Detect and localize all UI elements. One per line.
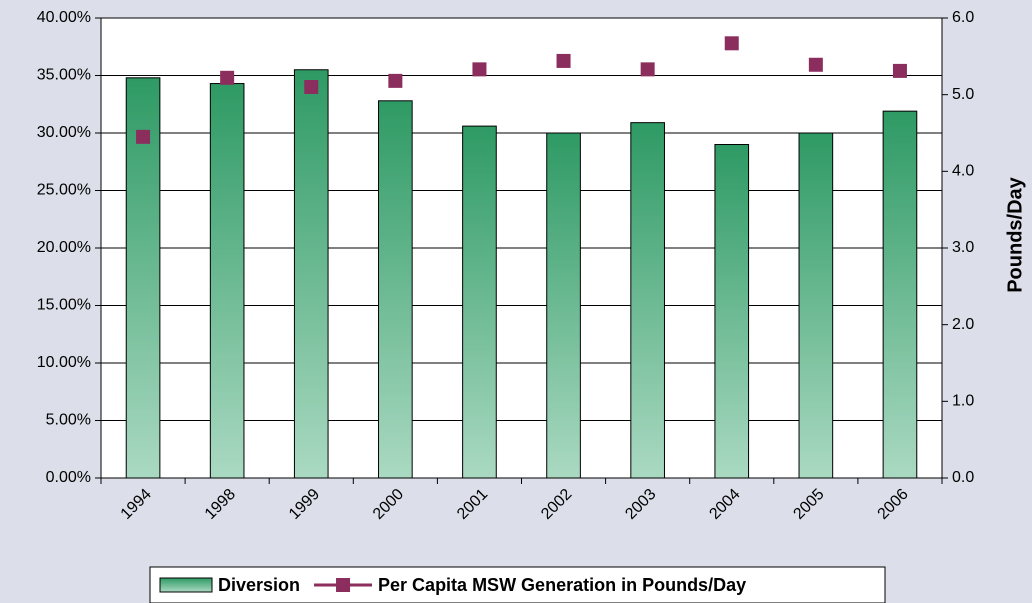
y2-tick-label: 6.0 bbox=[952, 9, 974, 26]
legend-marker bbox=[336, 578, 351, 592]
line-marker bbox=[220, 70, 235, 85]
line-marker bbox=[472, 62, 487, 77]
y-tick-label: 35.00% bbox=[37, 67, 91, 84]
y-tick-label: 5.00% bbox=[46, 412, 91, 429]
line-marker bbox=[892, 63, 907, 78]
y2-tick-label: 4.0 bbox=[952, 163, 974, 180]
bar bbox=[209, 83, 245, 479]
y-tick-label: 10.00% bbox=[37, 354, 91, 371]
y-tick-label: 15.00% bbox=[37, 297, 91, 314]
y-tick-label: 40.00% bbox=[37, 9, 91, 26]
line-marker bbox=[388, 73, 403, 88]
legend-label: Per Capita MSW Generation in Pounds/Day bbox=[378, 575, 746, 595]
bar bbox=[378, 100, 413, 479]
y2-tick-label: 2.0 bbox=[952, 316, 974, 333]
line-marker bbox=[304, 80, 319, 94]
line-marker bbox=[640, 62, 655, 77]
bar bbox=[293, 69, 329, 479]
y2-axis-title: Pounds/Day bbox=[1004, 176, 1026, 292]
bar bbox=[125, 77, 161, 479]
y-tick-label: 30.00% bbox=[37, 124, 91, 141]
bar bbox=[882, 110, 918, 479]
line-marker bbox=[136, 129, 151, 144]
bar bbox=[714, 144, 750, 479]
y-tick-label: 25.00% bbox=[37, 182, 91, 199]
bar bbox=[630, 122, 665, 479]
y2-tick-label: 5.0 bbox=[952, 86, 974, 103]
legend-label: Diversion bbox=[218, 575, 300, 595]
y2-tick-label: 1.0 bbox=[952, 393, 974, 410]
bar bbox=[546, 132, 581, 479]
legend-box bbox=[149, 566, 886, 603]
y2-tick-label: 3.0 bbox=[952, 239, 974, 256]
bar bbox=[798, 132, 834, 479]
legend-swatch bbox=[159, 577, 213, 593]
y-tick-label: 20.00% bbox=[37, 239, 91, 256]
bar bbox=[462, 125, 497, 479]
y2-tick-label: 0.0 bbox=[952, 469, 974, 486]
line-marker bbox=[724, 36, 739, 51]
y-tick-label: 0.00% bbox=[46, 469, 91, 486]
line-marker bbox=[808, 57, 823, 72]
line-marker bbox=[556, 53, 571, 68]
